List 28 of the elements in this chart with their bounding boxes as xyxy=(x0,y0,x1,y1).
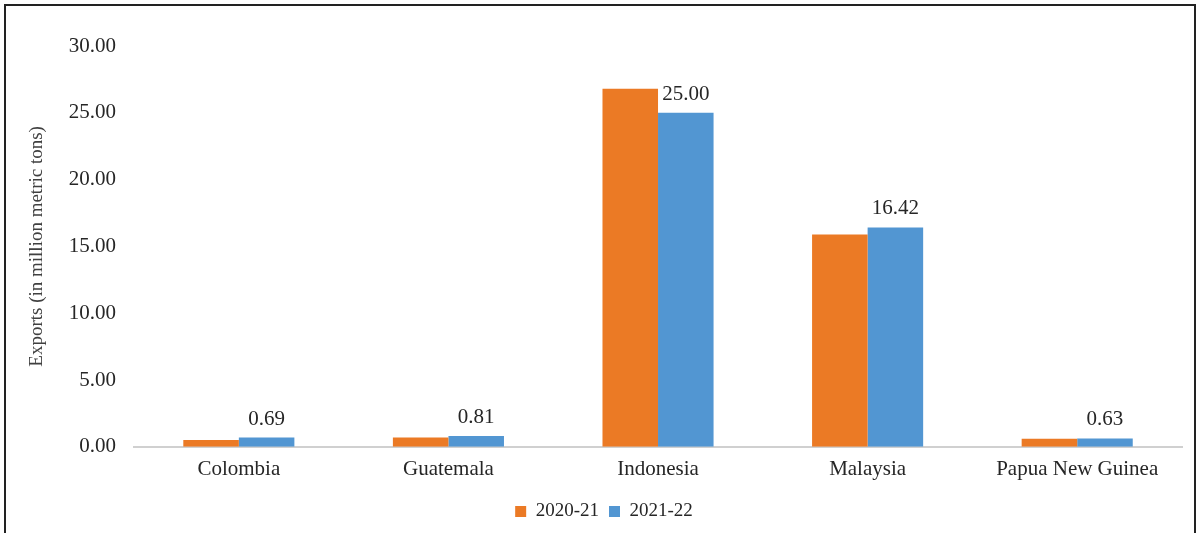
y-axis-title: Exports (in million metric tons) xyxy=(25,126,48,367)
y-tick-label: 10.00 xyxy=(68,299,117,324)
y-tick-label: 5.00 xyxy=(79,366,117,391)
y-tick-label: 20.00 xyxy=(68,166,117,191)
x-tick-label: Papua New Guinea xyxy=(996,455,1159,480)
bar xyxy=(658,112,714,447)
data-label: 0.63 xyxy=(1086,406,1124,431)
data-label: 0.81 xyxy=(457,403,495,428)
y-tick-label: 30.00 xyxy=(68,32,117,57)
y-tick-label: 0.00 xyxy=(79,433,117,458)
x-tick-label: Malaysia xyxy=(829,455,907,480)
legend-label: 2020-21 xyxy=(535,499,599,521)
x-tick-label: Colombia xyxy=(197,455,281,480)
data-label: 0.69 xyxy=(248,405,285,430)
bar xyxy=(812,234,868,447)
bar xyxy=(867,227,924,447)
x-tick-label: Indonesia xyxy=(617,455,700,480)
bar xyxy=(602,88,659,447)
data-label: 25.00 xyxy=(662,80,710,105)
data-label: 16.42 xyxy=(871,195,920,220)
legend-label: 2021-22 xyxy=(629,499,693,521)
bar xyxy=(183,440,239,447)
x-tick-label: Guatemala xyxy=(402,455,495,480)
bar xyxy=(1077,438,1133,447)
y-tick-label: 25.00 xyxy=(68,99,117,124)
bar xyxy=(392,437,449,447)
bar xyxy=(448,435,504,447)
y-tick-label: 15.00 xyxy=(68,232,117,257)
